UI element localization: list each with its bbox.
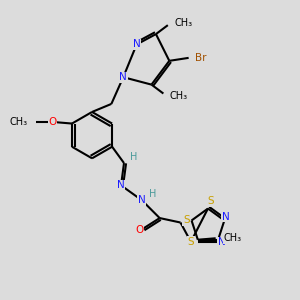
Text: CH₃: CH₃	[224, 233, 242, 243]
Text: N: N	[138, 195, 146, 205]
Text: S: S	[188, 237, 194, 247]
Text: H: H	[130, 152, 137, 161]
Text: O: O	[136, 225, 144, 235]
Text: N: N	[222, 212, 230, 222]
Text: O: O	[49, 117, 57, 127]
Text: N: N	[117, 180, 125, 190]
Text: CH₃: CH₃	[174, 18, 193, 28]
Text: N: N	[119, 72, 127, 82]
Text: CH₃: CH₃	[170, 91, 188, 100]
Text: N: N	[218, 237, 226, 247]
Text: S: S	[183, 215, 190, 226]
Text: Br: Br	[195, 53, 207, 63]
Text: H: H	[148, 189, 156, 199]
Text: S: S	[208, 196, 214, 206]
Text: CH₃: CH₃	[10, 117, 28, 127]
Text: N: N	[133, 40, 140, 50]
